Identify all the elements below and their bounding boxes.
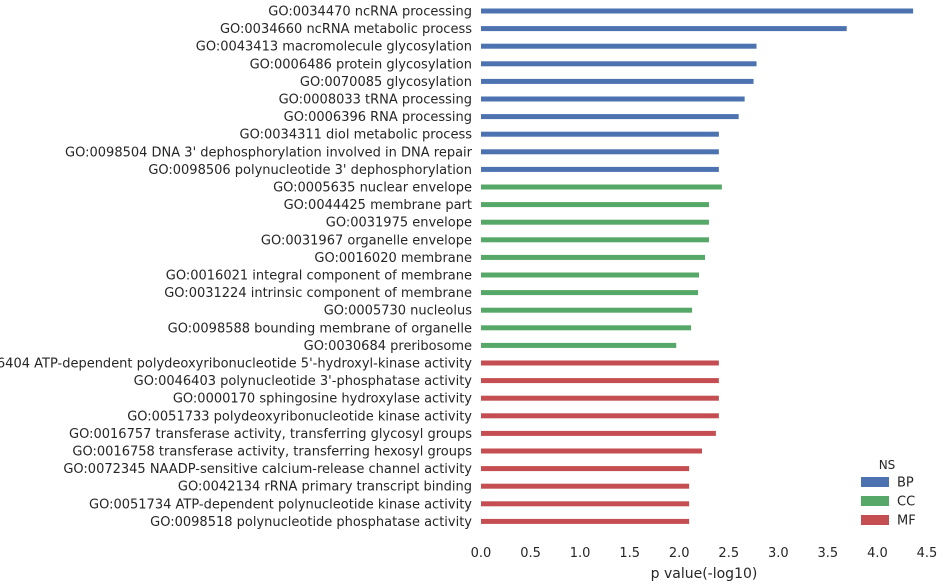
legend-label: CC bbox=[897, 495, 915, 510]
category-label: GO:0006486 protein glycosylation bbox=[250, 57, 472, 72]
x-tick-label: 3.0 bbox=[768, 546, 789, 561]
category-label: GO:0000170 sphingosine hydroxylase activ… bbox=[173, 392, 472, 407]
x-axis-label: p value(-log10) bbox=[651, 566, 758, 582]
bar bbox=[481, 290, 699, 296]
category-label: GO:0098506 polynucleotide 3' dephosphory… bbox=[148, 163, 472, 178]
bar bbox=[481, 61, 757, 67]
category-label: GO:0046403 polynucleotide 3'-phosphatase… bbox=[134, 374, 473, 389]
bar bbox=[481, 202, 709, 208]
category-label: GO:0030684 preribosome bbox=[304, 339, 472, 354]
bar bbox=[481, 219, 709, 225]
bar bbox=[481, 184, 722, 190]
x-tick-label: 0.0 bbox=[471, 546, 492, 561]
category-label: GO:0016757 transferase activity, transfe… bbox=[69, 427, 472, 442]
category-labels: GO:0034470 ncRNA processing GO:0034660 nc… bbox=[0, 5, 473, 530]
bar bbox=[481, 501, 690, 507]
legend-title: NS bbox=[879, 458, 896, 472]
x-tick-label: 1.0 bbox=[570, 546, 591, 561]
bar bbox=[481, 272, 700, 278]
category-label: GO:0042134 rRNA primary transcript bindi… bbox=[178, 480, 472, 495]
bar bbox=[481, 448, 703, 454]
bar bbox=[481, 149, 719, 155]
category-label: GO:0098518 polynucleotide phosphatase ac… bbox=[150, 515, 472, 530]
legend-label: MF bbox=[897, 514, 916, 529]
bar bbox=[481, 378, 719, 384]
bar bbox=[481, 114, 739, 120]
legend-label: BP bbox=[897, 476, 914, 491]
category-label: GO:0005635 nuclear envelope bbox=[273, 181, 472, 196]
legend-swatch bbox=[861, 515, 889, 525]
bar bbox=[481, 360, 719, 366]
x-tick-label: 4.5 bbox=[917, 546, 938, 561]
category-label: GO:0034470 ncRNA processing bbox=[268, 5, 472, 20]
category-label: GO:0034660 ncRNA metabolic process bbox=[220, 22, 472, 37]
category-label: GO:0005730 nucleolus bbox=[324, 304, 473, 319]
x-axis-ticks: 0.0 0.5 1.0 1.5 2.0 2.5 3.0 3.5 4.0 4.5 bbox=[471, 546, 938, 561]
category-label: GO:0016758 transferase activity, transfe… bbox=[72, 445, 472, 460]
bar bbox=[481, 342, 677, 348]
bar bbox=[481, 466, 690, 472]
bar bbox=[481, 166, 719, 172]
legend-swatch bbox=[861, 477, 889, 487]
x-tick-label: 2.5 bbox=[718, 546, 739, 561]
x-tick-label: 0.5 bbox=[520, 546, 541, 561]
bar bbox=[481, 483, 690, 489]
category-label: GO:0031975 envelope bbox=[326, 216, 472, 231]
category-label: GO:0008033 tRNA processing bbox=[279, 93, 472, 108]
category-label: GO:0016021 integral component of membran… bbox=[166, 269, 472, 284]
x-tick-label: 3.5 bbox=[818, 546, 839, 561]
category-label: GO:0006396 RNA processing bbox=[284, 110, 472, 125]
category-label: GO:0072345 NAADP-sensitive calcium-relea… bbox=[63, 462, 472, 477]
bar bbox=[481, 8, 914, 14]
category-label: GO:0046404 ATP-dependent polydeoxyribonu… bbox=[0, 357, 472, 372]
category-label: GO:0098588 bounding membrane of organell… bbox=[168, 321, 472, 336]
bar bbox=[481, 43, 757, 49]
x-tick-label: 2.0 bbox=[669, 546, 690, 561]
category-label: GO:0044425 membrane part bbox=[284, 198, 472, 213]
x-tick-label: 1.5 bbox=[619, 546, 640, 561]
bar bbox=[481, 254, 705, 260]
category-label: GO:0070085 glycosylation bbox=[300, 75, 472, 90]
bar bbox=[481, 307, 693, 313]
bar bbox=[481, 237, 709, 243]
bar bbox=[481, 325, 692, 331]
category-label: GO:0051733 polydeoxyribonucleotide kinas… bbox=[127, 409, 472, 424]
bar bbox=[481, 96, 745, 102]
category-label: GO:0043413 macromolecule glycosylation bbox=[196, 40, 472, 55]
bar bbox=[481, 413, 719, 419]
bar bbox=[481, 395, 719, 401]
bars-layer bbox=[481, 8, 914, 524]
category-label: GO:0098504 DNA 3' dephosphorylation invo… bbox=[65, 145, 473, 160]
bar bbox=[481, 518, 690, 524]
x-tick-label: 4.0 bbox=[867, 546, 888, 561]
category-label: GO:0034311 diol metabolic process bbox=[240, 128, 473, 143]
category-label: GO:0031224 intrinsic component of membra… bbox=[164, 286, 472, 301]
category-label: GO:0016020 membrane bbox=[314, 251, 472, 266]
bar bbox=[481, 430, 716, 436]
category-label: GO:0031967 organelle envelope bbox=[261, 233, 472, 248]
legend-swatch bbox=[861, 496, 889, 506]
bar bbox=[481, 26, 847, 32]
bar bbox=[481, 131, 719, 137]
bar bbox=[481, 78, 754, 84]
category-label: GO:0051734 ATP-dependent polynucleotide … bbox=[89, 497, 472, 512]
